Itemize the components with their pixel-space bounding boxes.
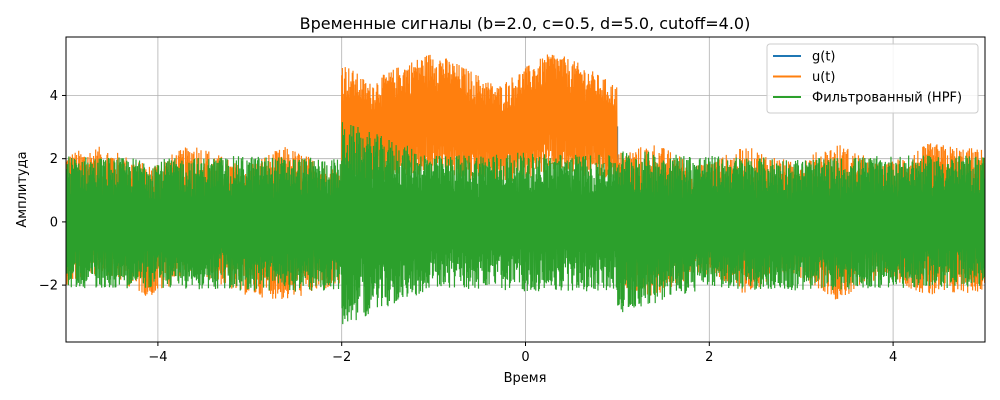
x-tick-label: 2 bbox=[705, 350, 713, 365]
y-tick-label: 0 bbox=[50, 215, 58, 230]
y-axis-label: Амплитуда bbox=[15, 151, 30, 227]
x-tick-label: −4 bbox=[148, 350, 167, 365]
y-tick-label: −2 bbox=[39, 279, 58, 294]
legend: g(t) u(t) Фильтрованный (HPF) bbox=[766, 43, 979, 114]
plot-area bbox=[66, 54, 985, 325]
axis-ticks: −4 −2 0 2 4 −2 0 2 4 bbox=[39, 89, 897, 365]
chart-title: Временные сигналы (b=2.0, c=0.5, d=5.0, … bbox=[300, 14, 751, 33]
series-hpf-line bbox=[66, 122, 985, 325]
x-axis-label: Время bbox=[504, 371, 547, 386]
legend-box bbox=[766, 43, 979, 114]
legend-label: u(t) bbox=[812, 70, 835, 85]
legend-label: Фильтрованный (HPF) bbox=[812, 91, 962, 106]
x-tick-label: 0 bbox=[521, 350, 529, 365]
legend-label: g(t) bbox=[812, 50, 836, 65]
y-tick-label: 2 bbox=[50, 152, 58, 167]
x-tick-label: 4 bbox=[889, 350, 897, 365]
y-tick-label: 4 bbox=[50, 89, 58, 104]
x-tick-label: −2 bbox=[332, 350, 351, 365]
